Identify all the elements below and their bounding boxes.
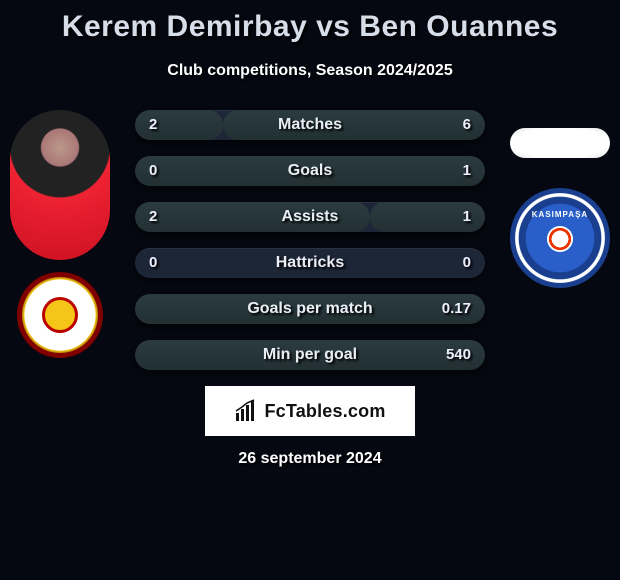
left-player-photo (10, 110, 110, 260)
left-player-column (0, 110, 120, 358)
subtitle: Club competitions, Season 2024/2025 (0, 62, 620, 80)
stat-row: 01Goals (135, 156, 485, 186)
stat-label: Goals per match (135, 294, 485, 324)
stat-row: 00Hattricks (135, 248, 485, 278)
stat-label: Matches (135, 110, 485, 140)
stat-label: Goals (135, 156, 485, 186)
left-club-badge (17, 272, 103, 358)
stat-row: 0.17Goals per match (135, 294, 485, 324)
date-label: 26 september 2024 (0, 450, 620, 468)
comparison-content: 26Matches 01Goals 21Assists 00Hattricks 0.17… (0, 110, 620, 370)
stat-row: 540Min per goal (135, 340, 485, 370)
page-title: Kerem Demirbay vs Ben Ouannes (0, 0, 620, 44)
right-club-badge (510, 188, 610, 288)
stat-row: 26Matches (135, 110, 485, 140)
stat-label: Assists (135, 202, 485, 232)
brand-box[interactable]: FcTables.com (205, 386, 415, 436)
brand-chart-icon (234, 399, 258, 423)
brand-text: FcTables.com (264, 401, 385, 422)
stat-bars: 26Matches 01Goals 21Assists 00Hattricks 0.17… (135, 110, 485, 370)
stat-label: Hattricks (135, 248, 485, 278)
right-player-column (500, 110, 620, 288)
stat-label: Min per goal (135, 340, 485, 370)
right-player-photo (510, 128, 610, 158)
stat-row: 21Assists (135, 202, 485, 232)
